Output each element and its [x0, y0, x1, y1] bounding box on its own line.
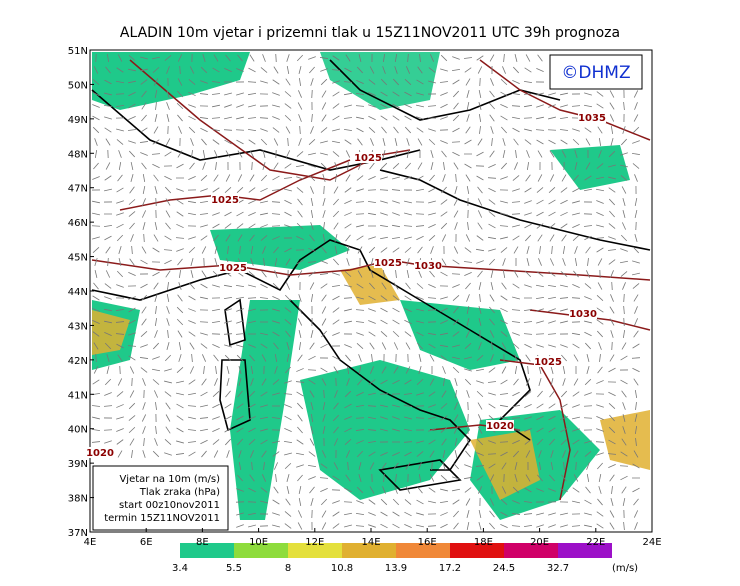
wind-arrow [200, 322, 208, 323]
lat-label: 48N [68, 149, 88, 160]
colorbar-label: 5.5 [226, 563, 242, 574]
wind-arrow [180, 66, 181, 74]
lat-label: 45N [68, 253, 88, 264]
isobar-label: 1025 [354, 153, 382, 164]
colorbar-unit: (m/s) [612, 563, 638, 574]
colorbar-label: 17.2 [439, 563, 461, 574]
lon-label: 12E [305, 537, 324, 548]
map-title: ALADIN 10m vjetar i prizemni tlak u 15Z1… [120, 25, 620, 41]
lon-label: 14E [361, 537, 380, 548]
isobar-label: 1030 [569, 309, 597, 320]
lon-label: 8E [196, 537, 209, 548]
wind-arrow [156, 198, 157, 206]
lat-label: 41N [68, 390, 88, 401]
lat-label: 49N [68, 115, 88, 126]
wind-arrow [272, 226, 280, 227]
colorbar-label: 13.9 [385, 563, 407, 574]
lat-label: 46N [68, 218, 88, 229]
legend-line: termin 15Z11NOV2011 [104, 513, 220, 524]
lat-label: 42N [68, 356, 88, 367]
wind-arrow [276, 54, 277, 62]
legend-line: Vjetar na 10m (m/s) [119, 474, 220, 485]
isobar-label: 1020 [86, 448, 114, 459]
lat-label: 40N [68, 425, 88, 436]
isobar-label: 1025 [534, 357, 562, 368]
colorbar-label: 24.5 [493, 563, 515, 574]
wind-arrow [144, 234, 145, 242]
wind-arrow [380, 394, 388, 395]
lat-label: 50N [68, 80, 88, 91]
isobar-label: 1025 [211, 195, 239, 206]
colorbar-label: 32.7 [547, 563, 569, 574]
lon-label: 10E [249, 537, 268, 548]
wind-arrow [308, 370, 316, 371]
isobar-label: 1025 [374, 258, 402, 269]
lat-label: 39N [68, 459, 88, 470]
isobar-label: 1030 [414, 261, 442, 272]
lon-label: 24E [642, 537, 661, 548]
wind-arrow [452, 274, 460, 275]
lat-label: 51N [68, 46, 88, 57]
colorbar-label: 8 [285, 563, 291, 574]
wind-arrow [488, 454, 496, 455]
wind-arrow [132, 378, 133, 386]
legend-line: Tlak zraka (hPa) [139, 487, 220, 498]
wind-arrow [416, 418, 424, 419]
legend-line: start 00z10nov2011 [119, 500, 220, 511]
wind-arrow [612, 342, 613, 350]
wind-arrow [624, 294, 625, 302]
lon-label: 16E [418, 537, 437, 548]
wind-arrow [612, 282, 613, 290]
lat-label: 47N [68, 184, 88, 195]
lon-label: 18E [474, 537, 493, 548]
colorbar-label: 3.4 [172, 563, 188, 574]
lon-label: 20E [530, 537, 549, 548]
wind-arrow [500, 442, 508, 443]
map-area: ©DHMZ [90, 50, 652, 532]
wind-arrow [96, 354, 97, 362]
wind-arrow [120, 366, 121, 374]
lat-label: 44N [68, 287, 88, 298]
lon-label: 4E [84, 537, 97, 548]
wind-arrow [356, 214, 364, 215]
isobar-label: 1025 [219, 263, 247, 274]
lon-label: 6E [140, 537, 153, 548]
lat-label: 38N [68, 494, 88, 505]
isobar-label: 1020 [486, 421, 514, 432]
colorbar: 3.4 5.5 8 10.8 13.9 17.2 24.5 32.7 (m/s) [172, 543, 638, 574]
isobar-label: 1035 [578, 113, 606, 124]
lon-label: 22E [586, 537, 605, 548]
logo: ©DHMZ [561, 63, 630, 83]
lat-label: 43N [68, 321, 88, 332]
colorbar-label: 10.8 [331, 563, 353, 574]
